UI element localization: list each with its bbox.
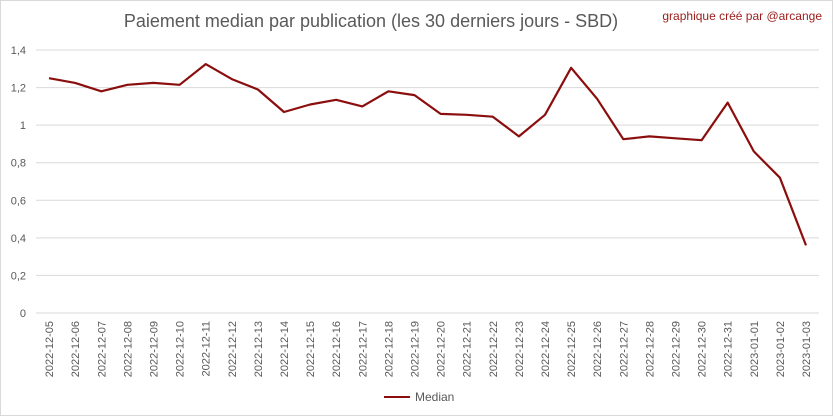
x-tick-label: 2023-01-01 [749,321,761,377]
x-tick-label: 2022-12-19 [409,321,421,377]
y-tick-label: 0,8 [11,158,26,170]
x-tick-label: 2022-12-09 [148,321,160,377]
y-tick-label: 0,6 [11,195,26,207]
x-tick-label: 2022-12-11 [201,321,213,376]
x-axis-ticks: 2022-12-05 2022-12-06 2022-12-07 2022-12-08… [44,321,813,377]
y-tick-label: 1,2 [11,83,26,95]
x-tick-label: 2023-01-02 [775,321,787,377]
x-tick-label: 2022-12-12 [227,321,239,377]
x-tick-label: 2023-01-03 [801,321,813,377]
x-tick-label: 2022-12-21 [462,321,474,377]
x-tick-label: 2022-12-28 [644,321,656,377]
x-tick-label: 2022-12-27 [618,321,630,377]
x-tick-label: 2022-12-29 [670,321,682,377]
y-axis-ticks: 0 0,2 0,4 0,6 0,8 1 1,2 1,4 [11,45,26,320]
y-tick-label: 0,2 [11,270,26,282]
y-tick-label: 1,4 [11,45,26,57]
legend-swatch [384,396,410,398]
x-tick-label: 2022-12-17 [357,321,369,377]
x-tick-label: 2022-12-18 [383,321,395,377]
x-tick-label: 2022-12-08 [122,321,134,377]
x-tick-label: 2022-12-13 [253,321,265,377]
x-tick-label: 2022-12-14 [279,321,291,377]
x-tick-label: 2022-12-20 [436,321,448,377]
x-tick-label: 2022-12-16 [331,321,343,377]
x-tick-label: 2022-12-06 [70,321,82,377]
x-tick-label: 2022-12-30 [697,321,709,377]
legend-label: Median [415,390,455,404]
x-tick-label: 2022-12-15 [305,321,317,377]
x-tick-label: 2022-12-07 [96,321,108,377]
x-tick-label: 2022-12-05 [44,321,56,377]
chart-title: Paiement median par publication (les 30 … [123,11,619,31]
gridlines [36,49,819,314]
y-tick-label: 1 [20,120,26,132]
x-tick-label: 2022-12-22 [488,321,500,377]
x-tick-label: 2022-12-26 [592,321,604,377]
x-tick-label: 2022-12-25 [566,321,578,377]
series-line-median [48,62,808,246]
chart-credit: graphique créé par @arcange [662,9,822,23]
y-tick-label: 0 [20,308,26,320]
legend: Median [384,390,454,404]
x-tick-label: 2022-12-24 [540,321,552,377]
x-tick-label: 2022-12-23 [514,321,526,377]
x-tick-label: 2022-12-31 [723,321,735,377]
y-tick-label: 0,4 [11,233,26,245]
x-tick-label: 2022-12-10 [175,321,187,377]
series-layer [48,62,808,246]
